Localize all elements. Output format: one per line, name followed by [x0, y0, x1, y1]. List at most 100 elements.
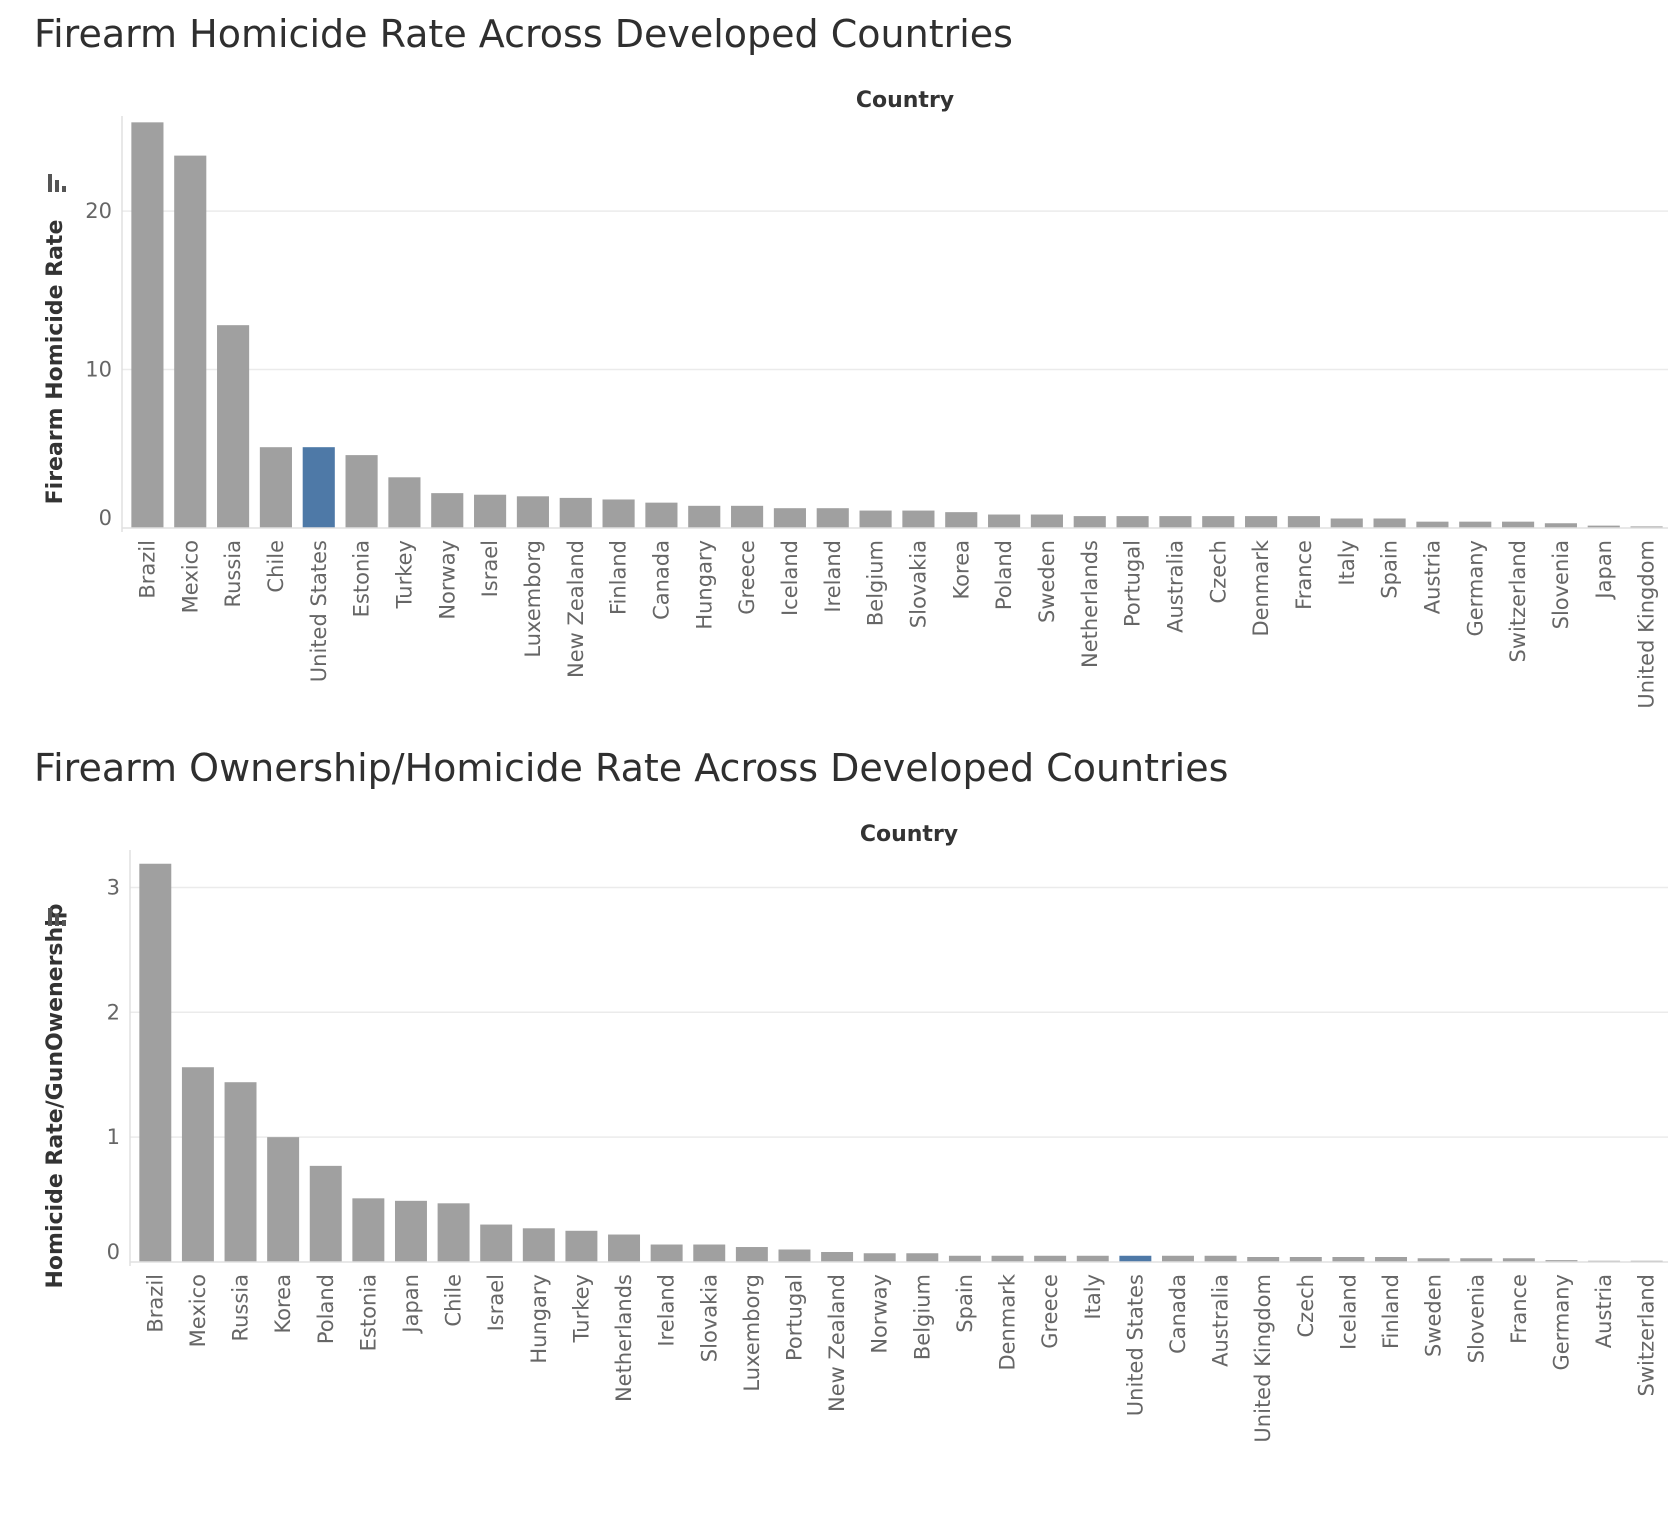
bar-germany[interactable] [1459, 521, 1492, 528]
bar-czech[interactable] [1202, 516, 1235, 528]
bar-denmark[interactable] [1245, 516, 1278, 528]
y-axis-title: Homicide Rate/GunOwenership [43, 904, 68, 1289]
bar-united-states[interactable] [1119, 1255, 1152, 1262]
bar-japan[interactable] [1587, 525, 1620, 528]
bar-italy[interactable] [1330, 518, 1363, 528]
bar-slovakia[interactable] [902, 510, 935, 528]
sort-descending-icon[interactable] [48, 174, 66, 192]
x-category-label: Poland [992, 540, 1016, 610]
bar-poland[interactable] [988, 514, 1021, 528]
x-category-label: Netherlands [1078, 540, 1102, 668]
x-category-label: Russia [221, 540, 245, 608]
x-category-label: Iceland [1336, 1274, 1360, 1350]
bar-austria[interactable] [1416, 521, 1449, 528]
x-category-label: New Zealand [564, 540, 588, 678]
x-category-label: Belgium [864, 540, 888, 626]
bar-united-kingdom[interactable] [1247, 1257, 1280, 1262]
bar-netherlands[interactable] [1073, 516, 1106, 528]
bar-australia[interactable] [1159, 516, 1192, 528]
y-tick-label: 0 [99, 506, 112, 530]
bar-brazil[interactable] [131, 122, 164, 528]
bar-iceland[interactable] [1332, 1257, 1365, 1262]
x-category-label: Canada [649, 540, 673, 620]
x-category-label: Czech [1206, 540, 1230, 603]
x-category-label: Czech [1294, 1274, 1318, 1337]
x-category-label: United States [1123, 1274, 1147, 1416]
x-category-label: Ireland [655, 1274, 679, 1347]
x-category-label: Sweden [1035, 540, 1059, 623]
bar-ireland[interactable] [650, 1244, 683, 1262]
bar-turkey[interactable] [388, 477, 421, 528]
bar-chile[interactable] [259, 447, 292, 528]
bar-greece[interactable] [1034, 1255, 1067, 1262]
bar-canada[interactable] [645, 502, 678, 528]
bar-slovakia[interactable] [693, 1244, 726, 1262]
x-category-label: Luxemborg [521, 540, 545, 658]
bar-portugal[interactable] [1116, 516, 1149, 528]
bar-turkey[interactable] [565, 1230, 598, 1262]
bar-sweden[interactable] [1030, 514, 1063, 528]
bar-france[interactable] [1502, 1258, 1535, 1262]
bar-korea[interactable] [267, 1137, 300, 1262]
x-category-label: Estonia [356, 1274, 380, 1351]
bar-ireland[interactable] [816, 508, 849, 528]
bar-new-zealand[interactable] [559, 497, 592, 528]
bar-switzerland[interactable] [1502, 521, 1535, 528]
x-category-label: New Zealand [825, 1274, 849, 1412]
x-category-label: Japan [399, 1274, 423, 1335]
bar-luxemborg[interactable] [516, 496, 549, 528]
x-category-label: Germany [1463, 540, 1487, 637]
bar-germany[interactable] [1545, 1260, 1578, 1262]
bar-greece[interactable] [731, 505, 764, 528]
bar-belgium[interactable] [906, 1253, 939, 1262]
bar-france[interactable] [1287, 516, 1320, 528]
x-category-label: Denmark [1249, 539, 1273, 636]
bar-sweden[interactable] [1417, 1258, 1450, 1262]
bar-canada[interactable] [1161, 1255, 1194, 1262]
bar-mexico[interactable] [181, 1067, 214, 1262]
bar-australia[interactable] [1204, 1255, 1237, 1262]
bar-slovenia[interactable] [1460, 1258, 1493, 1262]
bar-israel[interactable] [480, 1224, 513, 1262]
bar-hungary[interactable] [688, 505, 721, 528]
bar-slovenia[interactable] [1544, 523, 1577, 528]
bar-united-kingdom[interactable] [1630, 526, 1663, 528]
y-tick-label: 2 [107, 1000, 120, 1024]
x-category-label: Finland [1379, 1274, 1403, 1349]
chart-2-title: Firearm Ownership/Homicide Rate Across D… [34, 746, 1229, 790]
bar-russia[interactable] [224, 1082, 257, 1262]
bar-poland[interactable] [309, 1165, 342, 1262]
bar-netherlands[interactable] [608, 1234, 641, 1262]
y-tick-label: 10 [85, 358, 112, 382]
x-category-label: Netherlands [612, 1274, 636, 1402]
bar-brazil[interactable] [139, 863, 172, 1262]
bar-united-states[interactable] [302, 447, 335, 528]
bar-chile[interactable] [437, 1203, 470, 1262]
bar-new-zealand[interactable] [821, 1252, 854, 1262]
bar-belgium[interactable] [859, 510, 892, 528]
bar-spain[interactable] [948, 1255, 981, 1262]
bar-iceland[interactable] [773, 508, 806, 528]
bar-norway[interactable] [863, 1253, 896, 1262]
bar-czech[interactable] [1289, 1257, 1322, 1262]
x-category-label: Slovakia [906, 540, 930, 628]
bar-estonia[interactable] [345, 455, 378, 528]
bar-finland[interactable] [1375, 1257, 1408, 1262]
bar-luxemborg[interactable] [735, 1247, 768, 1262]
x-category-label: Sweden [1422, 1274, 1446, 1357]
bar-hungary[interactable] [522, 1228, 555, 1262]
bar-japan[interactable] [394, 1200, 427, 1262]
bar-denmark[interactable] [991, 1255, 1024, 1262]
bar-israel[interactable] [474, 494, 507, 528]
bar-italy[interactable] [1076, 1255, 1109, 1262]
bar-russia[interactable] [217, 325, 250, 528]
bar-portugal[interactable] [778, 1249, 811, 1262]
x-category-label: Denmark [996, 1273, 1020, 1370]
bar-estonia[interactable] [352, 1198, 385, 1262]
bar-spain[interactable] [1373, 518, 1406, 528]
sort-descending-icon[interactable] [48, 908, 66, 926]
bar-norway[interactable] [431, 493, 464, 528]
bar-finland[interactable] [602, 499, 635, 528]
bar-mexico[interactable] [174, 155, 207, 528]
bar-korea[interactable] [945, 512, 978, 528]
